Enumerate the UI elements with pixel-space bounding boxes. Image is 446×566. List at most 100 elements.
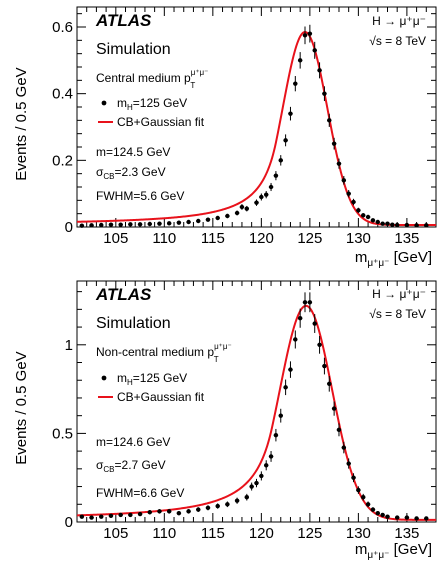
data-point	[307, 24, 313, 43]
point-marker	[288, 367, 293, 372]
data-point	[356, 207, 361, 213]
point-marker	[166, 509, 172, 514]
point-marker	[365, 214, 371, 220]
point-marker	[147, 221, 152, 227]
y-tick-label: 0.4	[52, 86, 73, 103]
fit-sigma: σCB=2.3 GeV	[96, 165, 166, 181]
data-point	[108, 513, 114, 518]
svg-text:mμ⁺μ⁻ [GeV]: mμ⁺μ⁻ [GeV]	[355, 249, 432, 269]
legend-entry-fit: CB+Gaussian fit	[117, 390, 205, 404]
data-point	[414, 223, 419, 228]
point-marker	[414, 223, 419, 228]
data-point	[157, 221, 162, 226]
data-point	[186, 219, 191, 225]
point-marker	[424, 516, 429, 521]
point-marker	[341, 445, 347, 450]
data-point	[99, 222, 104, 228]
data-point	[283, 134, 288, 147]
legend-marker-points	[101, 375, 107, 381]
data-point	[394, 515, 400, 520]
data-point	[273, 428, 279, 442]
data-point	[254, 478, 259, 488]
data-point	[128, 222, 133, 227]
data-point	[346, 458, 351, 469]
data-point	[137, 511, 143, 517]
point-marker	[312, 321, 317, 326]
x-tick-label: 120	[249, 230, 274, 247]
point-marker	[268, 184, 274, 190]
atlas-label: ATLAS	[95, 285, 152, 304]
data-point	[293, 330, 298, 349]
point-marker	[137, 511, 143, 517]
status-label: Simulation	[96, 41, 171, 58]
legend-entry-fit: CB+Gaussian fit	[117, 115, 205, 129]
fit-curve	[76, 30, 436, 226]
point-marker	[380, 512, 385, 518]
point-marker	[89, 515, 94, 520]
point-marker	[99, 222, 104, 228]
point-marker	[351, 199, 356, 205]
point-marker	[404, 222, 410, 228]
data-point	[108, 222, 114, 227]
data-point	[118, 222, 123, 227]
point-marker	[254, 480, 259, 486]
point-marker	[370, 218, 376, 223]
x-tick-label: 115	[201, 230, 225, 247]
svg-text:Non-central medium pμ⁺μ⁻T: Non-central medium pμ⁺μ⁻ T	[96, 342, 232, 364]
data-point	[385, 514, 390, 519]
point-marker	[79, 223, 85, 228]
point-marker	[375, 510, 380, 516]
data-point	[327, 113, 332, 127]
data-point	[365, 214, 371, 220]
point-marker	[264, 192, 269, 197]
data-point	[186, 509, 191, 514]
fit-mean: m=124.5 GeV	[96, 145, 170, 159]
data-point	[89, 515, 94, 520]
data-point	[225, 213, 230, 219]
point-marker	[215, 503, 220, 509]
y-axis-label: Events / 0.5 GeV	[13, 67, 30, 180]
data-point	[322, 357, 327, 375]
data-point	[254, 199, 259, 206]
data-point	[390, 222, 395, 227]
point-marker	[186, 219, 191, 225]
data-point	[322, 86, 327, 102]
point-marker	[317, 342, 322, 347]
data-point	[79, 514, 85, 519]
status-label: Simulation	[96, 315, 171, 332]
data-point	[341, 441, 347, 454]
data-point	[365, 501, 371, 508]
point-marker	[128, 512, 133, 518]
data-point	[341, 175, 347, 185]
data-point	[268, 451, 274, 462]
data-point	[380, 221, 385, 226]
data-point	[375, 510, 380, 516]
x-tick-label: 135	[394, 525, 419, 542]
point-marker	[244, 494, 249, 500]
point-marker	[283, 138, 288, 143]
x-tick-label: 110	[152, 525, 176, 542]
point-marker	[331, 406, 337, 411]
y-tick-label: 0.2	[52, 152, 73, 169]
fit-fwhm: FWHM=5.6 GeV	[96, 189, 184, 203]
point-marker	[307, 31, 313, 36]
point-marker	[370, 507, 376, 512]
point-marker	[385, 514, 390, 519]
x-tick-label: 105	[103, 525, 128, 542]
x-axis-label: mμ⁺μ⁻ [GeV]	[355, 541, 432, 561]
data-point	[244, 205, 249, 212]
point-marker	[288, 111, 293, 116]
data-point	[370, 507, 376, 512]
data-point	[205, 217, 211, 222]
data-point	[361, 213, 366, 218]
data-point	[351, 198, 356, 206]
point-marker	[322, 91, 327, 96]
point-marker	[283, 385, 288, 390]
point-marker	[166, 221, 172, 226]
point-marker	[336, 427, 342, 433]
data-point	[128, 512, 133, 518]
process-label: H → μ⁺μ⁻	[372, 14, 426, 28]
point-marker	[404, 515, 410, 520]
point-marker	[118, 512, 123, 518]
point-marker	[89, 223, 94, 228]
